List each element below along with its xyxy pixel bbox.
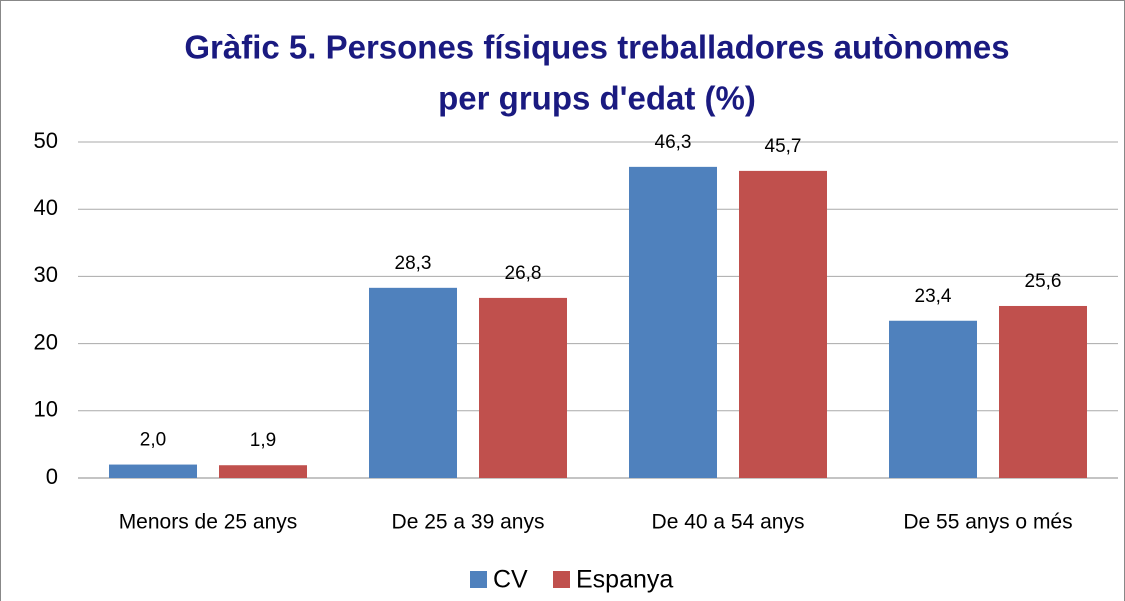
value-label: 46,3: [655, 132, 692, 153]
value-label: 26,8: [505, 263, 542, 284]
bar: [889, 320, 977, 478]
bar: [629, 166, 717, 478]
bar: [109, 464, 197, 478]
value-label: 28,3: [395, 253, 432, 274]
value-label: 2,0: [140, 430, 166, 451]
bar: [219, 465, 307, 478]
value-label: 23,4: [915, 286, 952, 307]
chart-title: per grups d'edat (%): [438, 80, 756, 117]
y-tick-label: 10: [34, 397, 58, 422]
bar: [369, 287, 457, 478]
y-tick-label: 0: [46, 464, 58, 489]
legend-label: Espanya: [576, 566, 673, 594]
bar: [999, 305, 1087, 478]
x-tick-label: De 55 anys o més: [903, 511, 1072, 534]
bar: [479, 297, 567, 478]
value-label: 45,7: [765, 136, 802, 157]
legend-label: CV: [493, 566, 528, 594]
legend-swatch: [553, 571, 570, 588]
y-tick-label: 50: [34, 128, 58, 153]
bar: [739, 170, 827, 478]
chart-title: Gràfic 5. Persones físiques treballadore…: [184, 29, 1009, 66]
y-tick-label: 30: [34, 262, 58, 287]
value-label: 1,9: [250, 430, 276, 451]
value-label: 25,6: [1025, 271, 1062, 292]
x-tick-label: De 25 a 39 anys: [392, 511, 545, 534]
x-tick-label: Menors de 25 anys: [119, 511, 298, 534]
y-tick-label: 40: [34, 195, 58, 220]
x-tick-label: De 40 a 54 anys: [652, 511, 805, 534]
legend-swatch: [470, 571, 487, 588]
y-tick-label: 20: [34, 329, 58, 354]
